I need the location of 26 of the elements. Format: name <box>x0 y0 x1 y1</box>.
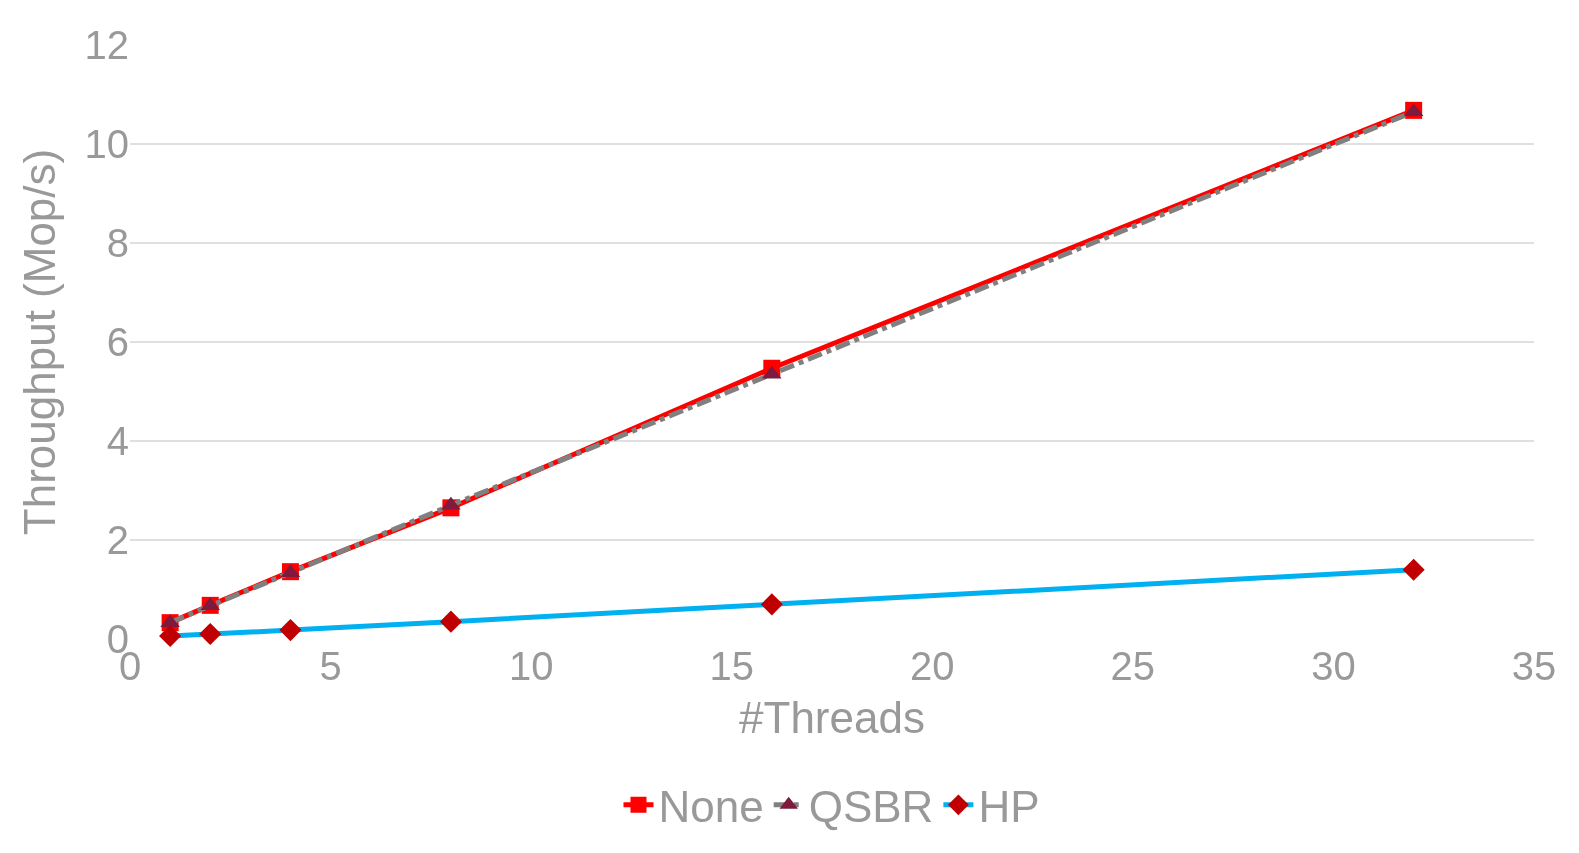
point <box>762 365 782 379</box>
y-axis-title: Throughput (Mop/s) <box>14 148 64 536</box>
y-tick-label: 6 <box>106 320 129 364</box>
y-tick-label: 4 <box>106 419 129 463</box>
x-axis-title: #Threads <box>739 693 925 743</box>
x-tick-label: 10 <box>508 644 554 688</box>
point <box>441 496 461 510</box>
x-tick-label: 5 <box>319 644 342 688</box>
point <box>439 610 462 633</box>
point <box>159 624 182 648</box>
point <box>279 619 302 642</box>
x-tick-label: 35 <box>1511 644 1557 688</box>
legend-label: HP <box>978 781 1040 831</box>
x-tick-label: 15 <box>709 644 754 688</box>
x-tick-label: 30 <box>1311 644 1356 688</box>
x-tick-label: 25 <box>1110 644 1156 688</box>
x-tick-label: 20 <box>910 644 955 688</box>
y-tick-label: 12 <box>84 23 129 67</box>
y-tick-label: 2 <box>106 518 129 562</box>
legend-label: QSBR <box>808 781 934 831</box>
point <box>1402 558 1425 581</box>
legend-label: None <box>658 781 764 831</box>
y-tick-label: 10 <box>84 122 129 166</box>
point <box>199 623 222 646</box>
y-tick-label: 8 <box>106 221 129 265</box>
point <box>760 593 783 616</box>
